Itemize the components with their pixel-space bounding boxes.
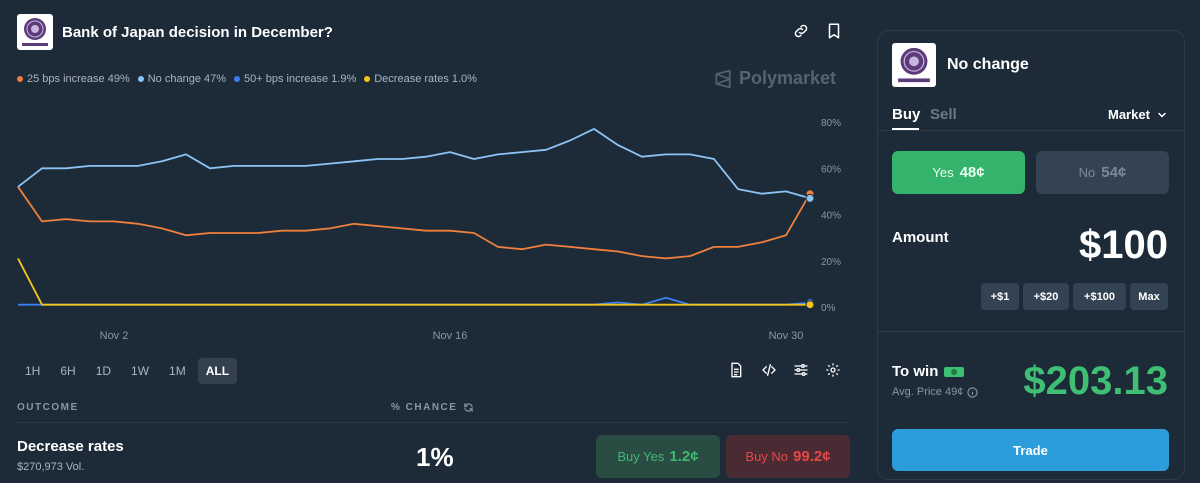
yes-label: Yes [932, 165, 954, 180]
y-tick-label: 0% [821, 303, 836, 314]
polymarket-logo-icon [715, 69, 731, 88]
yes-outcome-button[interactable]: Yes 48¢ [892, 151, 1025, 194]
table-divider [17, 422, 847, 423]
legend-item-no-change: No change 47% [137, 73, 227, 85]
outcome-chance: 1% [416, 442, 454, 472]
to-win-text: To win [892, 363, 939, 380]
potential-payout: $203.13 [1023, 359, 1168, 403]
sliders-icon[interactable] [793, 362, 809, 378]
series-line-25-bps-increase [17, 186, 811, 260]
outcome-volume: $270,973 Vol. [17, 461, 85, 473]
code-icon[interactable] [761, 362, 777, 378]
link-icon[interactable] [792, 22, 810, 40]
series-line-decrease-rates [17, 257, 810, 306]
market-column: Bank of Japan decision in December? 25 b… [17, 14, 850, 478]
series-line-no-change [17, 127, 811, 200]
buy-yes-button[interactable]: Buy Yes 1.2¢ [596, 435, 720, 478]
legend-label: 25 bps increase 49% [27, 73, 130, 85]
series-line-50-bps-increase [18, 296, 811, 306]
tab-sell[interactable]: Sell [930, 106, 957, 123]
legend-label: No change 47% [147, 73, 227, 85]
outcome-column-header: OUTCOME [17, 402, 79, 413]
order-type-label: Market [1108, 107, 1150, 122]
average-price-text: Avg. Price 49¢ [892, 386, 964, 398]
y-tick-label: 20% [821, 257, 841, 268]
series-endpoint-decrease-rates [805, 300, 815, 310]
tabs-divider [878, 130, 1184, 131]
chance-header-label: % CHANCE [391, 402, 458, 413]
amount-divider [878, 331, 1184, 332]
buy-no-price: 99.2¢ [793, 448, 831, 465]
time-range-selector: 1H 6H 1D 1W 1M ALL [17, 358, 238, 384]
buy-yes-label: Buy Yes [617, 449, 665, 464]
range-all[interactable]: ALL [197, 358, 238, 384]
buy-no-button[interactable]: Buy No 99.2¢ [726, 435, 850, 478]
bookmark-icon[interactable] [825, 22, 843, 40]
market-logo [17, 14, 53, 50]
market-title: Bank of Japan decision in December? [62, 24, 333, 41]
legend-item-25bps: 25 bps increase 49% [17, 73, 130, 85]
quick-add-1-button[interactable]: +$1 [981, 283, 1019, 310]
buy-no-label: Buy No [745, 449, 789, 464]
legend-item-decrease: Decrease rates 1.0% [364, 73, 477, 85]
order-type-dropdown[interactable]: Market [1108, 107, 1168, 122]
trade-panel: No change Buy Sell Market Yes 48¢ No 54¢… [877, 30, 1185, 480]
quick-add-20-button[interactable]: +$20 [1023, 283, 1069, 310]
no-price: 54¢ [1101, 164, 1127, 181]
buy-yes-price: 1.2¢ [669, 448, 699, 465]
selected-outcome-title: No change [947, 56, 1029, 73]
trade-button[interactable]: Trade [892, 429, 1169, 471]
legend-dot [17, 76, 23, 82]
to-win-label: To win [892, 363, 965, 380]
outcome-name: Decrease rates [17, 438, 124, 455]
y-tick-label: 80% [821, 118, 841, 129]
amount-input[interactable]: $100 [1079, 223, 1168, 267]
legend-item-50bps: 50+ bps increase 1.9% [234, 73, 356, 85]
x-tick-label: Nov 30 [769, 330, 804, 342]
polymarket-brand: Polymarket [713, 68, 836, 89]
document-icon[interactable] [728, 362, 744, 378]
y-tick-label: 40% [821, 211, 841, 222]
range-6h[interactable]: 6H [60, 364, 76, 378]
outcome-logo [892, 43, 936, 87]
legend-dot [137, 76, 144, 82]
chevron-down-icon [1158, 112, 1166, 118]
legend-dot [234, 76, 241, 82]
x-tick-label: Nov 16 [433, 330, 468, 342]
brand-name: Polymarket [739, 68, 837, 88]
tab-buy[interactable]: Buy [892, 106, 921, 123]
legend-label: Decrease rates 1.0% [374, 73, 477, 85]
average-price: Avg. Price 49¢ [892, 386, 978, 398]
x-tick-label: Nov 2 [100, 330, 129, 342]
chart-legend: 25 bps increase 49% No change 47% 50+ bp… [17, 73, 477, 85]
gear-icon[interactable] [825, 362, 841, 378]
range-1d[interactable]: 1D [95, 364, 112, 378]
chance-column-header: % CHANCE [391, 402, 474, 413]
legend-dot [364, 76, 371, 82]
quick-add-100-button[interactable]: +$100 [1073, 283, 1126, 310]
info-icon[interactable] [967, 386, 978, 398]
range-1h[interactable]: 1H [25, 364, 41, 378]
y-tick-label: 60% [821, 164, 841, 175]
range-1w[interactable]: 1W [131, 364, 150, 378]
no-label: No [1078, 165, 1096, 180]
price-history-chart: 80% 60% 40% 20% 0% Nov 2 Nov 16 Nov 30 [17, 118, 841, 342]
series-endpoint-no-change [805, 193, 815, 203]
active-tab-indicator [892, 128, 919, 130]
amount-label: Amount [892, 229, 949, 246]
range-1m[interactable]: 1M [169, 364, 186, 378]
no-outcome-button[interactable]: No 54¢ [1036, 151, 1169, 194]
money-icon [944, 366, 965, 378]
yes-price: 48¢ [959, 164, 985, 181]
legend-label: 50+ bps increase 1.9% [244, 73, 357, 85]
max-amount-button[interactable]: Max [1130, 283, 1168, 310]
refresh-icon[interactable] [463, 402, 474, 413]
